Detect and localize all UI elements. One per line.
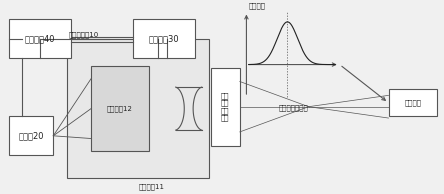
Text: 虚像距离: 虚像距离 bbox=[404, 100, 421, 106]
Text: 液体透镜11: 液体透镜11 bbox=[139, 183, 165, 190]
Bar bbox=[211, 68, 240, 146]
Text: 测试系统40: 测试系统40 bbox=[25, 34, 55, 43]
Text: 测试镜头组10: 测试镜头组10 bbox=[69, 31, 99, 38]
Text: 测试镜头12: 测试镜头12 bbox=[107, 105, 133, 112]
Bar bbox=[133, 19, 195, 58]
Bar bbox=[91, 66, 149, 151]
Bar bbox=[9, 19, 71, 58]
Text: 清晰度值: 清晰度值 bbox=[249, 2, 266, 9]
Text: 传感器20: 传感器20 bbox=[18, 131, 44, 140]
Text: 液体透镜光焦度: 液体透镜光焦度 bbox=[278, 105, 308, 111]
Bar bbox=[388, 89, 437, 116]
Bar bbox=[67, 39, 209, 178]
Bar bbox=[9, 116, 53, 155]
Text: 控制系统30: 控制系统30 bbox=[149, 34, 179, 43]
Text: 待测
近眼
显示
系统: 待测 近眼 显示 系统 bbox=[221, 92, 230, 121]
